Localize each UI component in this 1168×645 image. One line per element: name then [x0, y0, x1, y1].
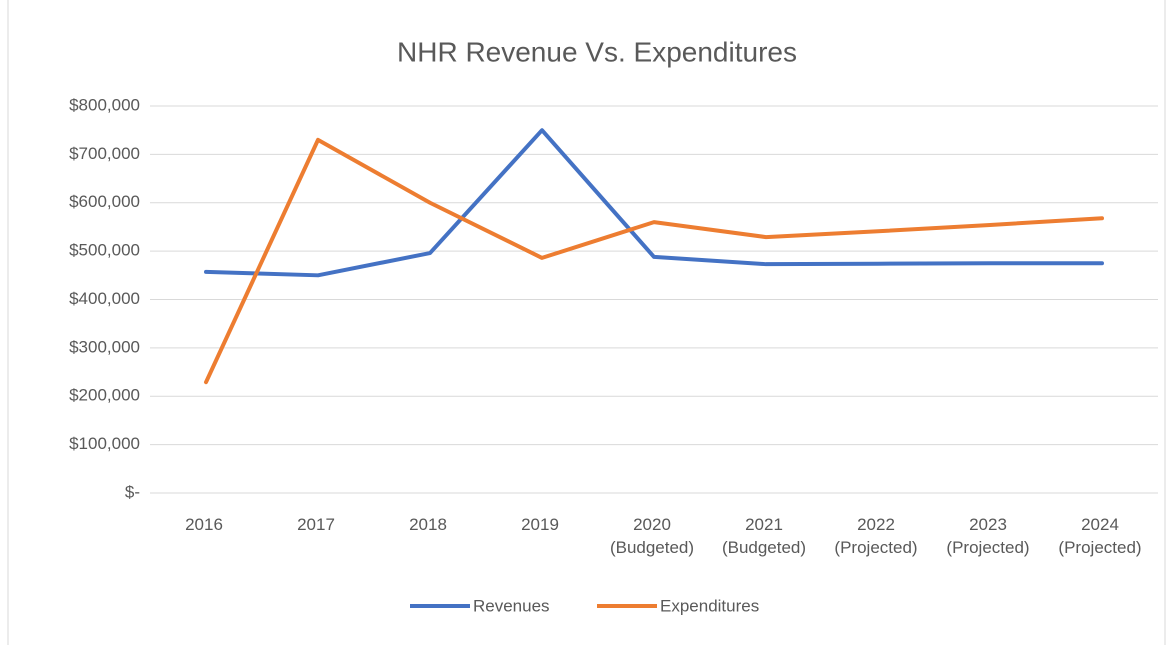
legend-label: Revenues [473, 596, 550, 615]
x-tick-label: 2023 (Projected) [946, 515, 1030, 557]
x-tick-label: 2016 [185, 515, 223, 534]
y-tick-label: $- [125, 482, 140, 501]
y-tick-label: $700,000 [69, 144, 140, 163]
y-tick-label: $200,000 [69, 386, 140, 405]
chart-title: NHR Revenue Vs. Expenditures [397, 36, 797, 67]
x-tick-label: 2024 (Projected) [1058, 515, 1142, 557]
x-tick-label: 2017 [297, 515, 335, 534]
series-line [204, 137, 1104, 385]
x-tick-label: 2018 [409, 515, 447, 534]
y-tick-label: $300,000 [69, 337, 140, 356]
chart-border [7, 0, 1166, 645]
y-tick-label: $500,000 [69, 241, 140, 260]
y-tick-label: $800,000 [69, 95, 140, 114]
x-tick-label: 2022 (Projected) [834, 515, 918, 557]
y-tick-label: $400,000 [69, 289, 140, 308]
y-tick-label: $600,000 [69, 192, 140, 211]
x-tick-label: 2019 [521, 515, 559, 534]
series-line [204, 128, 1104, 278]
legend-label: Expenditures [660, 596, 759, 615]
y-tick-label: $100,000 [69, 434, 140, 453]
x-tick-label: 2020 (Budgeted) [609, 515, 695, 557]
x-tick-label: 2021 (Budgeted) [721, 515, 807, 557]
